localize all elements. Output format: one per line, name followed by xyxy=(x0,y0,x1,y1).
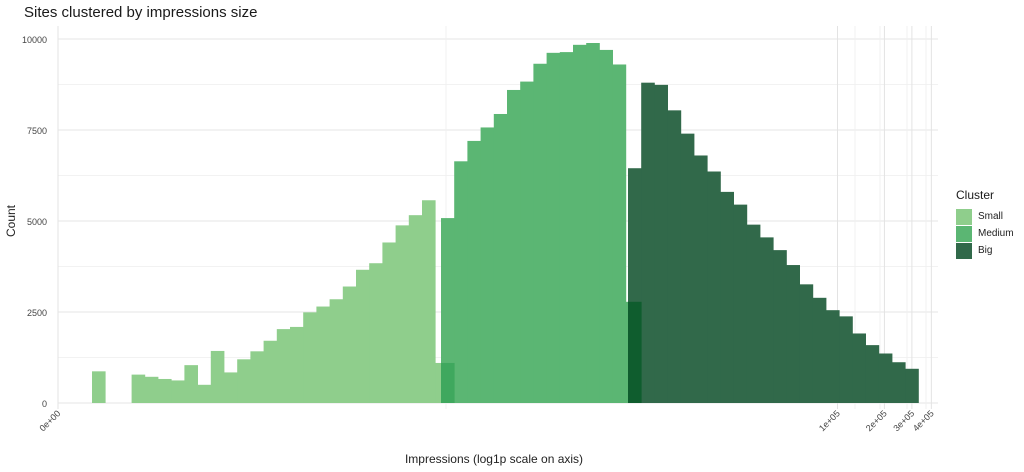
legend-swatch-small xyxy=(956,208,972,225)
legend-swatch-medium xyxy=(956,225,972,242)
bar-small xyxy=(342,286,357,403)
legend-title: Cluster xyxy=(956,188,995,202)
bar-small xyxy=(158,378,172,403)
bar-big xyxy=(865,345,880,403)
bar-big xyxy=(839,316,853,403)
x-tick-label: 4e+05 xyxy=(911,408,936,433)
bar-big xyxy=(852,333,866,403)
legend-label-small: Small xyxy=(978,211,1004,222)
bar-medium xyxy=(559,52,574,403)
bar-big xyxy=(733,204,748,403)
bar-small xyxy=(422,200,436,403)
bar-big xyxy=(720,191,734,403)
bar-small xyxy=(316,306,330,403)
bar-small xyxy=(250,351,264,403)
y-tick-label: 2500 xyxy=(27,308,47,318)
chart-title: Sites clustered by impressions size xyxy=(24,4,258,21)
bar-small xyxy=(369,263,383,403)
bar-big xyxy=(654,84,668,403)
bar-big xyxy=(760,237,774,403)
x-tick-label: 3e+05 xyxy=(891,408,916,433)
x-tick-label: 1e+05 xyxy=(817,408,842,433)
bar-small xyxy=(382,242,396,403)
bar-medium xyxy=(546,52,561,403)
bar-medium xyxy=(507,89,521,404)
legend-item-medium: Medium xyxy=(956,225,1014,242)
bar-small xyxy=(263,340,278,403)
bar-medium xyxy=(586,43,600,404)
bar-small xyxy=(276,329,291,403)
bar-small xyxy=(197,384,212,403)
x-tick-label: 2e+05 xyxy=(864,408,889,433)
bar-big xyxy=(826,310,840,403)
bar-small xyxy=(131,374,146,403)
legend-item-small: Small xyxy=(956,208,1014,225)
bar-medium xyxy=(599,49,613,404)
bar-small xyxy=(224,372,238,403)
bar-medium xyxy=(520,81,534,403)
bar-small xyxy=(408,215,423,403)
y-tick-label: 0 xyxy=(42,399,47,409)
y-tick-label: 10000 xyxy=(22,35,47,45)
bar-big xyxy=(905,368,919,403)
bar-big xyxy=(878,353,893,403)
bar-small xyxy=(395,225,410,403)
bar-big xyxy=(773,250,787,403)
bar-medium xyxy=(467,140,481,404)
bar-big xyxy=(680,133,695,403)
legend-item-big: Big xyxy=(956,242,1014,259)
bar-small xyxy=(171,380,185,403)
bar-big xyxy=(641,82,655,404)
bar-big xyxy=(799,284,814,403)
x-tick-label: 0e+00 xyxy=(37,408,62,433)
bar-small xyxy=(356,269,370,403)
bar-small xyxy=(329,299,344,403)
bar-medium xyxy=(612,64,627,403)
bar-big xyxy=(892,362,906,403)
bar-big xyxy=(667,110,682,404)
bar-overlap xyxy=(441,362,455,403)
x-axis-label: Impressions (log1p scale on axis) xyxy=(405,452,583,466)
bar-small xyxy=(92,371,106,403)
bar-small xyxy=(144,376,159,403)
legend-label-big: Big xyxy=(978,245,993,256)
legend-swatch-big xyxy=(956,242,972,259)
y-tick-label: 5000 xyxy=(27,217,47,227)
bar-small xyxy=(210,350,225,403)
bar-medium xyxy=(493,113,508,403)
bar-medium xyxy=(454,161,468,403)
bar-big xyxy=(694,155,708,403)
y-tick-label: 7500 xyxy=(27,126,47,136)
bar-small xyxy=(237,359,251,403)
bar-big xyxy=(786,265,800,403)
bar-medium xyxy=(480,127,495,404)
legend-label-medium: Medium xyxy=(978,228,1014,239)
bar-medium xyxy=(533,63,547,403)
bar-small xyxy=(290,326,304,403)
bar-overlap xyxy=(628,301,642,403)
bar-big xyxy=(746,224,761,403)
bar-medium xyxy=(573,44,587,403)
bar-small xyxy=(303,312,317,403)
bar-small xyxy=(184,365,198,403)
bars-group xyxy=(92,43,919,404)
y-axis: 0 2500 5000 7500 10000 xyxy=(22,35,47,409)
bar-big xyxy=(707,171,721,403)
bar-medium xyxy=(441,218,455,403)
bar-big xyxy=(812,297,827,403)
legend: Cluster Small Medium Big xyxy=(956,188,1014,259)
y-axis-label: Count xyxy=(4,204,18,237)
